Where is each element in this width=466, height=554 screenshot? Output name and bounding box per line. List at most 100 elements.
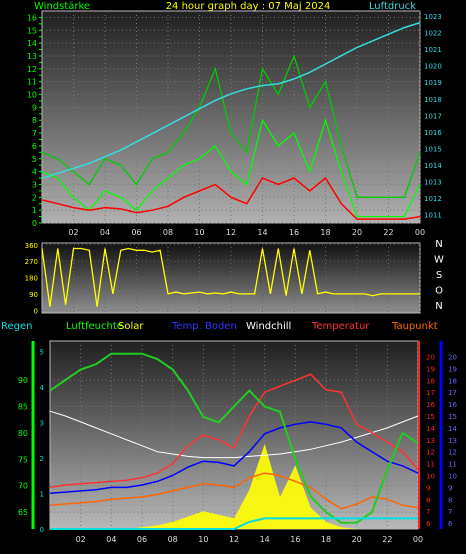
ground-temp-tick-label: 16 — [448, 401, 457, 409]
rain-tick-label: 2 — [40, 455, 44, 463]
wind-tick-label: 13 — [27, 52, 37, 61]
compass-label: W — [434, 255, 444, 266]
ground-temp-tick-label: 8 — [448, 496, 452, 504]
compass-label: N — [435, 301, 442, 312]
series-temperature — [49, 373, 419, 489]
temperature-tick-label: 17 — [426, 389, 435, 397]
x-tick-label: 16 — [289, 228, 299, 237]
series-dewpoint — [49, 472, 419, 510]
ground-temp-tick-label: 10 — [448, 472, 457, 480]
temperature-tick-label: 19 — [426, 365, 435, 373]
ground-temp-tick-label: 15 — [448, 413, 457, 421]
temperature-tick-label: 12 — [426, 449, 435, 457]
wind-tick-label: 6 — [32, 142, 37, 151]
series-direction — [41, 247, 420, 307]
direction-tick-label: 90 — [29, 291, 38, 299]
wind-tick-label: 3 — [32, 180, 37, 189]
pressure-tick-label: 1018 — [424, 96, 442, 104]
chart-title: 24 hour graph day : 07 Maj 2024 — [166, 1, 331, 12]
temperature-tick-label: 18 — [426, 377, 435, 385]
x-tick-label: 22 — [383, 228, 393, 237]
ground-temp-tick-label: 6 — [448, 520, 453, 528]
wind-tick-label: 11 — [27, 78, 37, 87]
direction-tick-label: 0 — [34, 307, 38, 315]
series-humidity — [49, 352, 419, 524]
wind-axis-label: Windstärke — [34, 1, 90, 12]
rain-tick-label: 4 — [40, 384, 45, 392]
pressure-tick-label: 1016 — [424, 129, 442, 137]
x-tick-label: 00 — [415, 228, 425, 237]
series-ground-temp — [49, 421, 419, 495]
temperature-tick-label: 20 — [426, 353, 435, 361]
temperature-tick-label: 14 — [426, 425, 435, 433]
temperature-tick-label: 7 — [426, 508, 430, 516]
temperature-tick-label: 6 — [426, 520, 431, 528]
pressure-tick-label: 1017 — [424, 112, 442, 120]
pressure-tick-label: 1013 — [424, 179, 442, 187]
wind-tick-label: 2 — [32, 193, 37, 202]
ground-temp-tick-label: 20 — [448, 353, 457, 361]
rain-tick-label: 0 — [40, 526, 44, 534]
pressure-tick-label: 1011 — [424, 212, 442, 220]
x-tick-label: 20 — [352, 535, 362, 544]
ground-temp-tick-label: 12 — [448, 449, 457, 457]
x-tick-label: 16 — [290, 535, 300, 544]
x-tick-label: 18 — [321, 535, 331, 544]
x-tick-label: 08 — [168, 535, 178, 544]
wind-tick-label: 8 — [32, 116, 37, 125]
series-wind — [41, 117, 421, 218]
legend-solar: Solar — [118, 321, 144, 332]
x-tick-label: 08 — [163, 228, 173, 237]
wind-tick-label: 0 — [32, 219, 37, 228]
humidity-tick-label: 85 — [18, 402, 28, 411]
wind-tick-label: 14 — [27, 39, 37, 48]
pressure-tick-label: 1020 — [424, 63, 442, 71]
x-tick-label: 12 — [226, 228, 236, 237]
legend-windchill: Windchill — [246, 321, 291, 332]
pressure-tick-label: 1015 — [424, 145, 442, 153]
pressure-tick-label: 1012 — [424, 195, 442, 203]
wind-tick-label: 15 — [27, 26, 37, 35]
wind-tick-label: 10 — [27, 91, 37, 100]
ground-temp-tick-label: 17 — [448, 389, 457, 397]
humidity-tick-label: 80 — [18, 429, 28, 438]
wind-tick-label: 1 — [32, 206, 37, 215]
wind-tick-label: 4 — [32, 168, 37, 177]
x-tick-label: 10 — [198, 535, 208, 544]
temperature-tick-label: 9 — [426, 484, 430, 492]
rain-tick-label: 1 — [40, 491, 44, 499]
wind-tick-label: 16 — [27, 13, 37, 22]
compass-label: S — [436, 270, 442, 281]
series-avg-wind — [41, 176, 421, 220]
temperature-humidity-chart: 02 04 06 08 10 12 14 16 18 20 22 006570758085900123… — [18, 340, 457, 544]
x-tick-label: 14 — [260, 535, 270, 544]
pressure-tick-label: 1022 — [424, 30, 442, 38]
pressure-tick-label: 1023 — [424, 13, 442, 21]
temperature-tick-label: 11 — [426, 461, 435, 469]
wind-tick-label: 5 — [32, 155, 37, 164]
temperature-tick-label: 10 — [426, 472, 435, 480]
legend-temperature: Temperatur — [311, 321, 370, 332]
x-tick-label: 06 — [137, 535, 147, 544]
ground-temp-tick-label: 9 — [448, 484, 452, 492]
direction-tick-label: 360 — [25, 242, 38, 250]
series-pressure — [41, 21, 421, 180]
legend-humidity: Luftfeuchte — [66, 321, 123, 332]
rain-tick-label: 3 — [40, 420, 44, 428]
legend-rain: Regen — [1, 321, 33, 332]
ground-temp-tick-label: 7 — [448, 508, 452, 516]
direction-tick-label: 270 — [25, 258, 38, 266]
ground-temp-tick-label: 11 — [448, 461, 457, 469]
x-tick-label: 18 — [320, 228, 330, 237]
compass-label: N — [435, 239, 442, 250]
humidity-tick-label: 70 — [18, 482, 28, 491]
x-tick-label: 04 — [106, 535, 116, 544]
humidity-tick-label: 75 — [18, 455, 28, 464]
pressure-axis-label: Luftdruck — [369, 1, 416, 12]
wind-tick-label: 9 — [32, 103, 37, 112]
pressure-tick-label: 1019 — [424, 79, 442, 87]
compass-label: O — [435, 286, 443, 297]
temperature-tick-label: 8 — [426, 496, 430, 504]
